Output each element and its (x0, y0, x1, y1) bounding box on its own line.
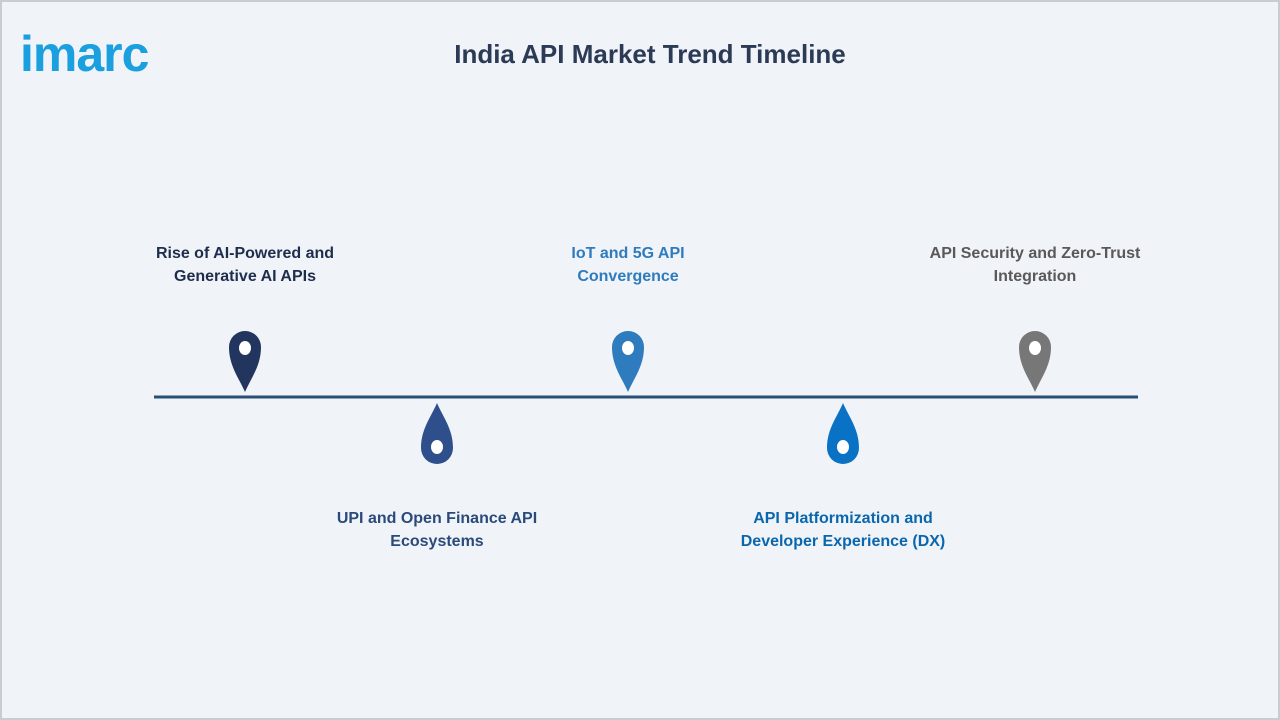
item-label: IoT and 5G API (571, 245, 684, 262)
pin-shape (827, 403, 859, 464)
item-label: Generative AI APIs (174, 268, 316, 285)
item-label: Developer Experience (DX) (741, 533, 946, 550)
pin-hole (1029, 341, 1041, 355)
pin-shape (1019, 331, 1051, 392)
pin-hole (239, 341, 251, 355)
pin-shape (612, 331, 644, 392)
pin-hole (622, 341, 634, 355)
pin-hole (837, 440, 849, 454)
pin-shape (421, 403, 453, 464)
pin-shape (229, 331, 261, 392)
item-label: API Security and Zero-Trust (930, 245, 1141, 262)
item-label: Ecosystems (390, 533, 483, 550)
pin (612, 331, 644, 392)
title: India API Market Trend Timeline (454, 39, 846, 69)
pin (229, 331, 261, 392)
item-label: API Platformization and (753, 510, 933, 527)
logo: imarc (20, 26, 149, 82)
item-label: Integration (994, 268, 1077, 285)
item-label: Rise of AI-Powered and (156, 245, 334, 262)
item-label: Convergence (577, 268, 678, 285)
pin (421, 403, 453, 464)
pin (1019, 331, 1051, 392)
pin (827, 403, 859, 464)
item-label: UPI and Open Finance API (337, 510, 537, 527)
pin-hole (431, 440, 443, 454)
